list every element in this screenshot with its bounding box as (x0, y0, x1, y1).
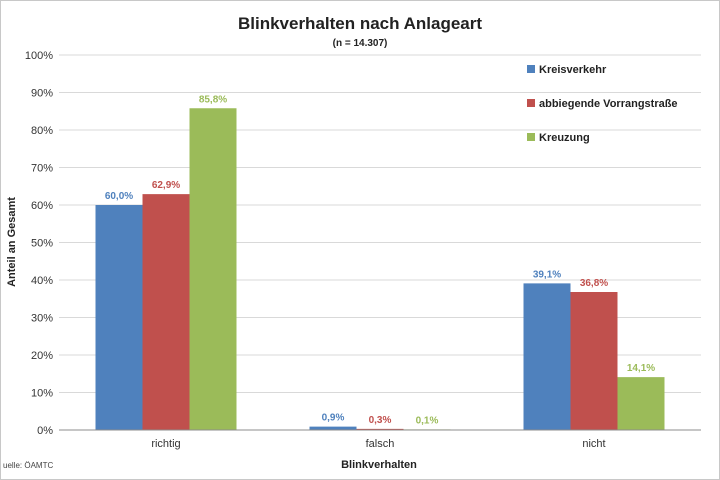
y-tick-label: 20% (31, 350, 53, 362)
y-axis-title: Anteil an Gesamt (6, 197, 18, 287)
y-tick-label: 10% (31, 388, 53, 400)
bar (95, 205, 143, 430)
data-labels: 60,0% 62,9% 85,8% 0,9% 0,3% 0,1% 39,1% 36,8% 14,… (105, 94, 655, 426)
y-tick-label: 0% (37, 425, 53, 437)
y-tick-label: 30% (31, 313, 53, 325)
bar (142, 194, 190, 430)
x-axis-title: Blinkverhalten (341, 459, 417, 471)
legend-swatch (527, 133, 535, 141)
source-note: uelle: ÖAMTC (3, 461, 53, 470)
x-tick-label: falsch (366, 438, 395, 450)
x-tick-label: nicht (582, 438, 605, 450)
y-tick-label: 90% (31, 88, 53, 100)
x-axis-ticks: richtig falsch nicht (151, 438, 605, 450)
data-label: 85,8% (199, 94, 227, 105)
y-tick-label: 50% (31, 238, 53, 250)
y-tick-label: 40% (31, 275, 53, 287)
bars (95, 108, 665, 430)
chart-subtitle: (n = 14.307) (333, 38, 388, 49)
legend-label: abbiegende Vorrangstraße (539, 98, 678, 110)
data-label: 60,0% (105, 191, 133, 202)
bar (189, 108, 237, 430)
x-tick-label: richtig (151, 438, 180, 450)
legend-swatch (527, 99, 535, 107)
data-label: 0,9% (322, 413, 345, 424)
data-label: 36,8% (580, 278, 608, 289)
y-tick-label: 60% (31, 200, 53, 212)
y-tick-label: 80% (31, 125, 53, 137)
chart-title: Blinkverhalten nach Anlageart (238, 14, 482, 33)
bar (570, 292, 618, 430)
data-label: 14,1% (627, 363, 655, 374)
legend-swatch (527, 65, 535, 73)
y-tick-label: 70% (31, 163, 53, 175)
data-label: 0,1% (416, 416, 439, 427)
legend-label: Kreuzung (539, 132, 590, 144)
legend-label: Kreisverkehr (539, 64, 607, 76)
data-label: 39,1% (533, 269, 561, 280)
y-tick-label: 100% (25, 50, 53, 62)
data-label: 0,3% (369, 415, 392, 426)
legend: Kreisverkehr abbiegende Vorrangstraße Kreu… (527, 64, 678, 144)
data-label: 62,9% (152, 180, 180, 191)
bar (523, 283, 571, 430)
bar (617, 377, 665, 430)
bar (309, 426, 357, 430)
y-axis-ticks: 0% 10% 20% 30% 40% 50% 60% 70% 80% 90% 100% (25, 50, 53, 437)
bar (356, 428, 404, 430)
